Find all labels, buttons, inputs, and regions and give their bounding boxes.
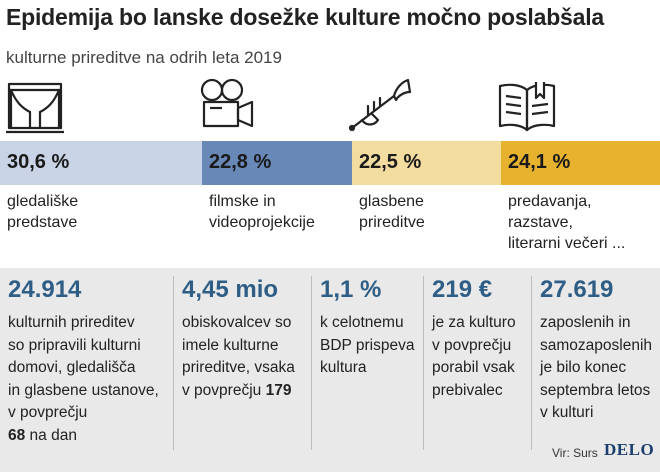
infographic-subtitle: kulturne prireditve na odrih leta 2019 xyxy=(6,48,282,67)
trumpet-icon xyxy=(348,78,412,132)
stat-line: samozaposlenih xyxy=(540,336,653,354)
segment-label: filmske in videoprojekcije xyxy=(209,191,315,233)
stat-highlight: 68 xyxy=(8,426,26,444)
stat-line: obiskovalcev so xyxy=(182,314,292,331)
theater-stage-icon xyxy=(6,82,64,134)
segment-label-line: filmske in xyxy=(209,193,276,210)
movie-camera-icon xyxy=(200,78,254,128)
bar-segment: 30,6 % xyxy=(0,141,202,185)
stat-line: je za kulturo xyxy=(432,314,516,331)
stat-line: BDP prispeva xyxy=(320,336,415,354)
stat-description: je za kulturo v povprečju porabil vsak preb… xyxy=(432,312,516,402)
stat-column: 219 € je za kulturo v povprečju porabil vsa… xyxy=(432,268,530,472)
segment-value: 22,5 % xyxy=(359,151,422,173)
stat-line: prebivalec xyxy=(432,381,503,399)
bar-segment: 24,1 % xyxy=(501,141,660,185)
source-note: Vir: Surs xyxy=(552,446,598,460)
stat-number: 24.914 xyxy=(8,276,82,303)
segment-label: glasbene prireditve xyxy=(359,191,425,233)
segment-value: 24,1 % xyxy=(508,151,571,173)
stat-line: k celotnemu xyxy=(320,314,404,331)
segment-label-line: predstave xyxy=(7,214,78,231)
stat-divider xyxy=(531,276,532,450)
stat-line: v kulturi xyxy=(540,404,594,422)
stat-line: zaposlenih in xyxy=(540,314,631,331)
stat-line: kultura xyxy=(320,359,367,377)
stat-number: 27.619 xyxy=(540,276,614,303)
stat-line: imele kulturne xyxy=(182,336,279,354)
stat-column: 1,1 % k celotnemu BDP prispeva kultura xyxy=(320,268,418,472)
open-book-icon xyxy=(498,82,556,132)
segment-label: gledališke predstave xyxy=(7,191,78,233)
stat-divider xyxy=(311,276,312,450)
stat-description: k celotnemu BDP prispeva kultura xyxy=(320,312,414,380)
bar-segment: 22,8 % xyxy=(202,141,352,185)
segment-label-line: prireditve xyxy=(359,214,425,231)
stat-description: zaposlenih in samozaposlenih je bilo konec… xyxy=(540,312,652,425)
segment-value: 30,6 % xyxy=(7,151,70,173)
stat-line: je bilo konec xyxy=(540,359,627,377)
stat-column: 4,45 mio obiskovalcev so imele kulturne pri… xyxy=(182,268,310,472)
category-icons xyxy=(0,76,660,140)
stat-highlight: 179 xyxy=(265,381,292,399)
stat-number: 4,45 mio xyxy=(182,276,279,303)
infographic-title: Epidemija bo lanske dosežke kulture močn… xyxy=(6,4,605,30)
stat-line: kulturnih prireditev xyxy=(8,314,135,331)
stat-line: domovi, gledališča xyxy=(8,359,136,377)
stat-description: kulturnih prireditev so pripravili kultur… xyxy=(8,312,159,448)
segment-label-line: gledališke xyxy=(7,193,79,210)
stat-divider xyxy=(173,276,174,450)
segment-label-line: predavanja, xyxy=(508,193,592,210)
stat-line: v povprečju xyxy=(432,336,512,354)
stat-line: in glasbene ustanove, xyxy=(8,381,159,399)
stat-line: septembra letos xyxy=(540,381,651,399)
stat-number: 219 € xyxy=(432,276,493,303)
stat-line: v povprečju xyxy=(8,404,88,422)
stat-divider xyxy=(423,276,424,450)
bar-segment: 22,5 % xyxy=(352,141,501,185)
stat-line: so pripravili kulturni xyxy=(8,336,141,354)
stat-line: v povprečju 179 xyxy=(182,381,292,399)
stat-line: porabil vsak xyxy=(432,359,515,377)
segment-label: predavanja, razstave, literarni večeri ... xyxy=(508,191,625,254)
segment-value: 22,8 % xyxy=(209,151,272,173)
segment-label-line: videoprojekcije xyxy=(209,214,315,231)
stat-line: prireditve, vsaka xyxy=(182,359,295,377)
share-bar: 30,6 % 22,8 % 22,5 % 24,1 % xyxy=(0,141,660,185)
delo-logo: DELO xyxy=(604,440,655,459)
stat-column: 24.914 kulturnih prireditev so pripravili … xyxy=(8,268,168,472)
stats-panel: 24.914 kulturnih prireditev so pripravili … xyxy=(0,268,660,472)
stat-number: 1,1 % xyxy=(320,276,382,303)
stat-column: 27.619 zaposlenih in samozaposlenih je bilo… xyxy=(540,268,658,472)
segment-label-line: razstave, xyxy=(508,214,573,231)
stat-description: obiskovalcev so imele kulturne prireditve,… xyxy=(182,312,295,402)
stat-line: 68 na dan xyxy=(8,426,77,444)
segment-label-line: glasbene xyxy=(359,193,424,210)
segment-label-line: literarni večeri ... xyxy=(508,235,626,252)
